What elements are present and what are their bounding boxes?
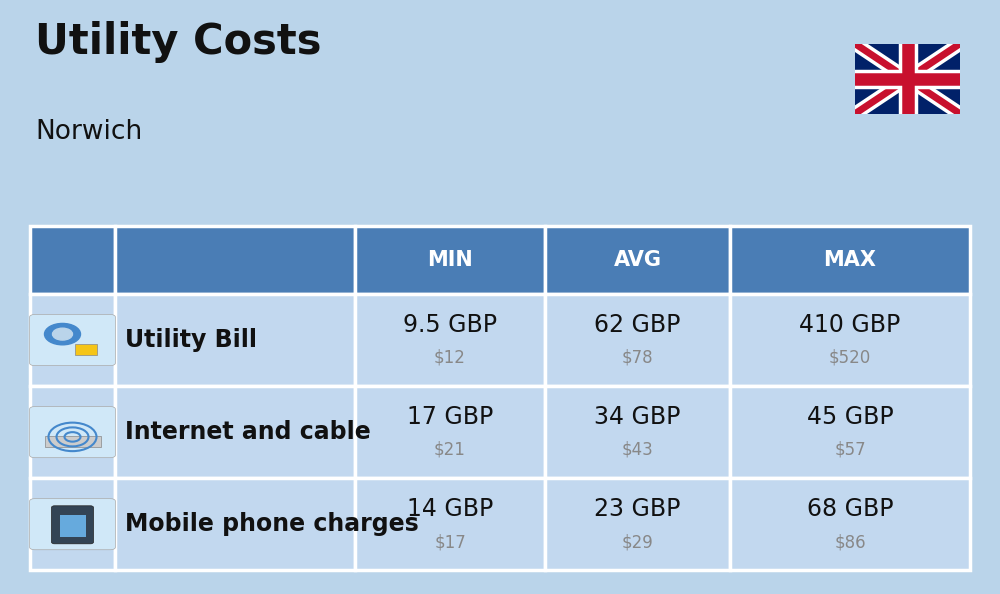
FancyBboxPatch shape	[75, 345, 96, 355]
Text: 23 GBP: 23 GBP	[594, 497, 681, 522]
Text: Norwich: Norwich	[35, 119, 142, 145]
Text: Mobile phone charges: Mobile phone charges	[125, 512, 419, 536]
FancyBboxPatch shape	[730, 386, 970, 478]
FancyBboxPatch shape	[52, 505, 94, 544]
FancyBboxPatch shape	[60, 514, 86, 537]
FancyBboxPatch shape	[115, 386, 355, 478]
Text: 68 GBP: 68 GBP	[807, 497, 893, 522]
FancyBboxPatch shape	[115, 478, 355, 570]
FancyBboxPatch shape	[355, 478, 545, 570]
FancyBboxPatch shape	[45, 437, 100, 447]
FancyBboxPatch shape	[30, 386, 115, 478]
Text: 34 GBP: 34 GBP	[594, 405, 681, 429]
Text: $12: $12	[434, 349, 466, 367]
FancyBboxPatch shape	[545, 386, 730, 478]
Text: $21: $21	[434, 441, 466, 459]
Text: 410 GBP: 410 GBP	[799, 313, 901, 337]
Text: AVG: AVG	[614, 250, 662, 270]
Text: $29: $29	[622, 533, 653, 551]
Text: $78: $78	[622, 349, 653, 367]
FancyBboxPatch shape	[355, 294, 545, 386]
FancyBboxPatch shape	[545, 226, 730, 294]
FancyBboxPatch shape	[30, 294, 115, 386]
Text: Utility Costs: Utility Costs	[35, 21, 322, 63]
Text: MAX: MAX	[824, 250, 876, 270]
Text: MIN: MIN	[427, 250, 473, 270]
Text: $520: $520	[829, 349, 871, 367]
Text: Utility Bill: Utility Bill	[125, 328, 257, 352]
FancyBboxPatch shape	[115, 226, 355, 294]
FancyBboxPatch shape	[730, 478, 970, 570]
Text: $86: $86	[834, 533, 866, 551]
FancyBboxPatch shape	[730, 226, 970, 294]
FancyBboxPatch shape	[30, 315, 116, 365]
Text: 9.5 GBP: 9.5 GBP	[403, 313, 497, 337]
FancyBboxPatch shape	[30, 478, 115, 570]
FancyBboxPatch shape	[545, 478, 730, 570]
Text: 14 GBP: 14 GBP	[407, 497, 493, 522]
FancyBboxPatch shape	[115, 294, 355, 386]
Text: $43: $43	[622, 441, 653, 459]
Text: $17: $17	[434, 533, 466, 551]
FancyBboxPatch shape	[30, 226, 115, 294]
Circle shape	[53, 328, 73, 340]
FancyBboxPatch shape	[355, 226, 545, 294]
FancyBboxPatch shape	[30, 407, 116, 458]
Circle shape	[45, 323, 81, 345]
Text: 62 GBP: 62 GBP	[594, 313, 681, 337]
FancyBboxPatch shape	[30, 499, 116, 550]
Text: 17 GBP: 17 GBP	[407, 405, 493, 429]
Text: 45 GBP: 45 GBP	[807, 405, 893, 429]
Text: $57: $57	[834, 441, 866, 459]
FancyBboxPatch shape	[545, 294, 730, 386]
Text: Internet and cable: Internet and cable	[125, 420, 371, 444]
FancyBboxPatch shape	[730, 294, 970, 386]
FancyBboxPatch shape	[355, 386, 545, 478]
